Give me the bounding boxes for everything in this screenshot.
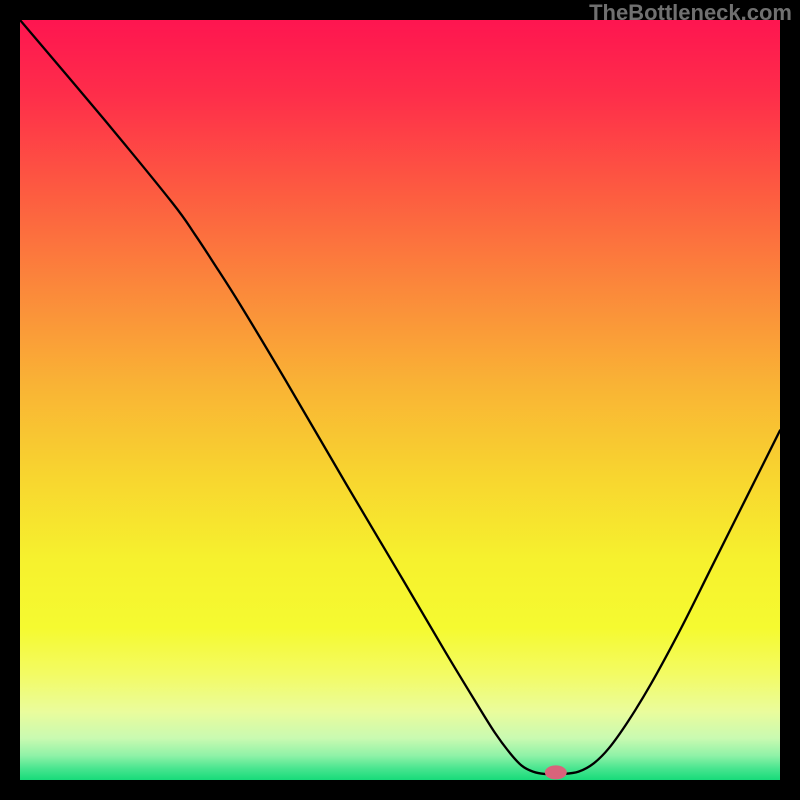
optimum-marker: [545, 765, 567, 779]
gradient-background: [20, 20, 780, 780]
chart-stage: TheBottleneck.com: [0, 0, 800, 800]
bottleneck-chart: [0, 0, 800, 800]
